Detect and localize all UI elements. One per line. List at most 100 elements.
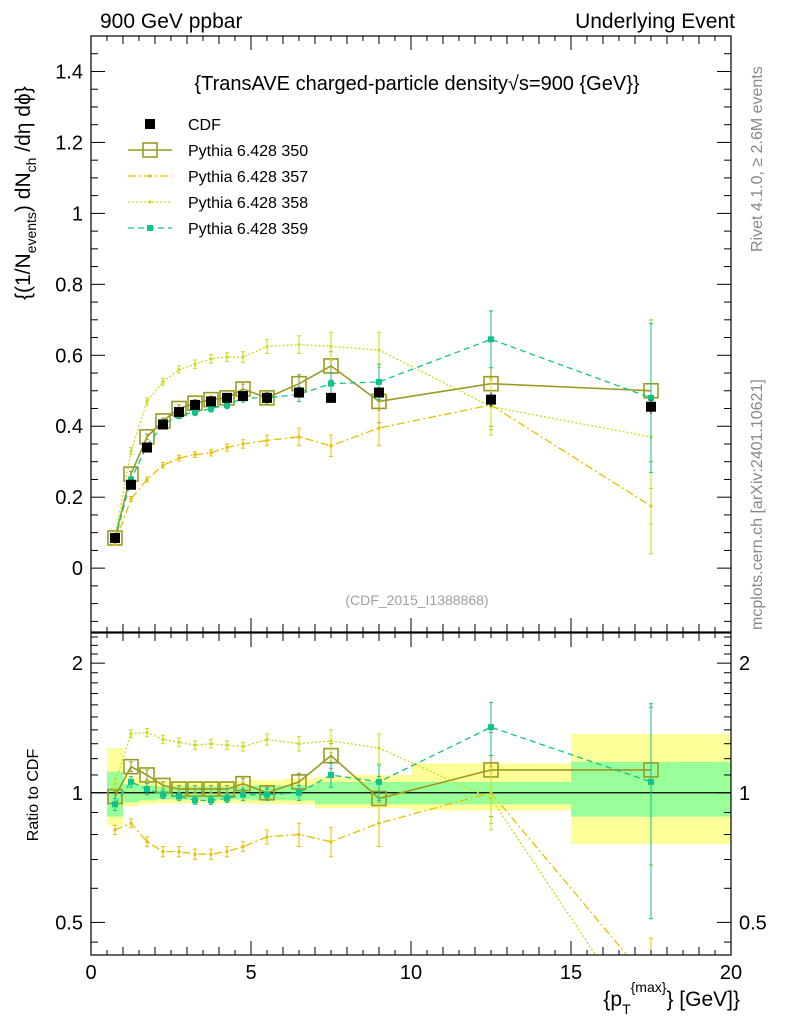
series-line-p358: [114, 343, 652, 537]
ratio-ytick-label-right: 1: [739, 783, 750, 805]
point-data: [206, 396, 216, 407]
point-p358: [265, 344, 269, 349]
ytick-label: 1: [72, 203, 83, 225]
ratio-point-p357: [145, 840, 149, 844]
legend-item-data: CDF: [145, 117, 221, 134]
point-data: [142, 442, 152, 453]
point-p359: [488, 336, 494, 343]
svg-text:{(1/Nevents) dNch /dη dϕ}: {(1/Nevents) dNch /dη dϕ}: [12, 86, 39, 300]
ratio-ytick-label-left: 1: [72, 783, 83, 805]
point-p357: [329, 444, 333, 448]
legend-marker-p359: [147, 225, 153, 231]
point-p357: [265, 438, 269, 443]
point-p359: [192, 409, 198, 416]
ratio-point-p357: [113, 828, 117, 832]
ratio-point-p358: [265, 737, 269, 742]
ratio-point-p358: [241, 745, 245, 749]
legend-label-p358: Pythia 6.428 358: [188, 195, 308, 212]
legend-marker-p358: [148, 200, 152, 204]
ratio-point-p358: [297, 742, 301, 746]
legend-item-p359: Pythia 6.428 359: [128, 221, 308, 238]
ratio-point-p359: [224, 795, 230, 802]
ytick-label: 1.2: [55, 132, 83, 154]
ratio-point-p358: [377, 746, 381, 750]
point-data: [222, 392, 232, 403]
main-ylabel: {(1/Nevents) dNch /dη dϕ}: [12, 86, 39, 300]
ratio-point-p357: [241, 844, 245, 849]
point-p357: [145, 477, 149, 482]
point-p357: [177, 456, 181, 460]
ytick-label: 0.4: [55, 416, 83, 438]
ratio-point-p359: [192, 797, 198, 804]
ratio-point-p358: [177, 740, 181, 744]
point-data: [174, 407, 184, 418]
point-p358: [209, 357, 213, 361]
point-p358: [177, 367, 181, 372]
main-panel: 0 0.2 0.4 0.6 0.8 1 1.2 1.4 {TransAVE charged-p…: [12, 35, 732, 633]
analysis-watermark: (CDF_2015_I1388868): [345, 592, 488, 608]
xtick-label: 5: [245, 962, 256, 984]
legend-marker-p357: [148, 174, 152, 178]
point-data: [374, 387, 384, 398]
xtick-label: 15: [560, 962, 582, 984]
header-right: Underlying Event: [575, 10, 735, 33]
legend-item-p358: Pythia 6.428 358: [128, 195, 308, 212]
ratio-point-p358: [113, 782, 117, 786]
ratio-point-p357: [193, 852, 197, 856]
ratio-series-p359: [112, 702, 654, 920]
point-data: [326, 392, 336, 403]
ratio-point-p358: [129, 732, 133, 736]
ratio-point-p358: [209, 742, 213, 746]
point-p357: [225, 445, 229, 450]
legend-label-p357: Pythia 6.428 357: [188, 169, 308, 186]
main-axis-ticks: 0 0.2 0.4 0.6 0.8 1 1.2 1.4: [55, 36, 732, 632]
point-p358: [241, 355, 245, 359]
ratio-ytick-label-right: 2: [739, 653, 750, 675]
legend-label-p359: Pythia 6.428 359: [188, 221, 308, 238]
ratio-point-p358: [329, 739, 333, 743]
point-data: [294, 387, 304, 398]
point-p358: [129, 449, 133, 453]
ratio-point-p359: [128, 778, 134, 785]
ratio-line-p358: [114, 731, 597, 955]
ratio-point-p357: [329, 840, 333, 844]
ratio-panel: 0.5 0.51 12 20 5 10 15 20 Ratio to CDF {pT{max}…: [25, 632, 767, 1017]
legend-item-p357: Pythia 6.428 357: [128, 169, 308, 186]
xtick-label: 0: [85, 962, 96, 984]
ratio-point-p350: [139, 767, 155, 783]
xtick-label: 20: [720, 962, 742, 984]
legend-label-p350: Pythia 6.428 350: [188, 143, 308, 160]
point-p358: [225, 355, 229, 359]
point-p359: [208, 405, 214, 412]
ytick-label: 0.6: [55, 345, 83, 367]
xtick-label: 10: [400, 962, 422, 984]
legend-marker-data: [145, 119, 155, 129]
point-p358: [145, 399, 149, 404]
side-label-lower: mcplots.cern.ch [arXiv:2401.10621]: [749, 379, 766, 630]
point-data: [262, 392, 272, 403]
ratio-point-p359: [376, 778, 382, 785]
point-p357: [161, 463, 165, 467]
ratio-point-p357: [377, 821, 381, 825]
point-data: [238, 391, 248, 402]
ratio-series-p358: [113, 728, 597, 955]
header-left: 900 GeV ppbar: [100, 10, 242, 33]
ratio-point-p357: [297, 832, 301, 837]
ratio-point-p358: [193, 743, 197, 747]
ratio-point-p359: [144, 786, 150, 793]
ratio-point-p359: [160, 791, 166, 798]
ratio-point-p357: [225, 850, 229, 854]
point-p358: [377, 348, 381, 352]
ratio-point-p350: [123, 758, 139, 775]
point-p358: [161, 380, 165, 384]
point-p357: [193, 453, 197, 457]
point-p357: [209, 451, 213, 455]
main-plot-area: [107, 310, 659, 555]
ratio-ytick-label-right: 0.5: [739, 912, 767, 934]
ytick-label: 0: [72, 558, 83, 580]
ratio-plot-area: [91, 702, 731, 955]
point-p359: [224, 401, 230, 408]
ratio-axis-ticks: 0.5 0.51 12 20 5 10 15 20: [55, 633, 767, 984]
ratio-point-p357: [177, 850, 181, 854]
